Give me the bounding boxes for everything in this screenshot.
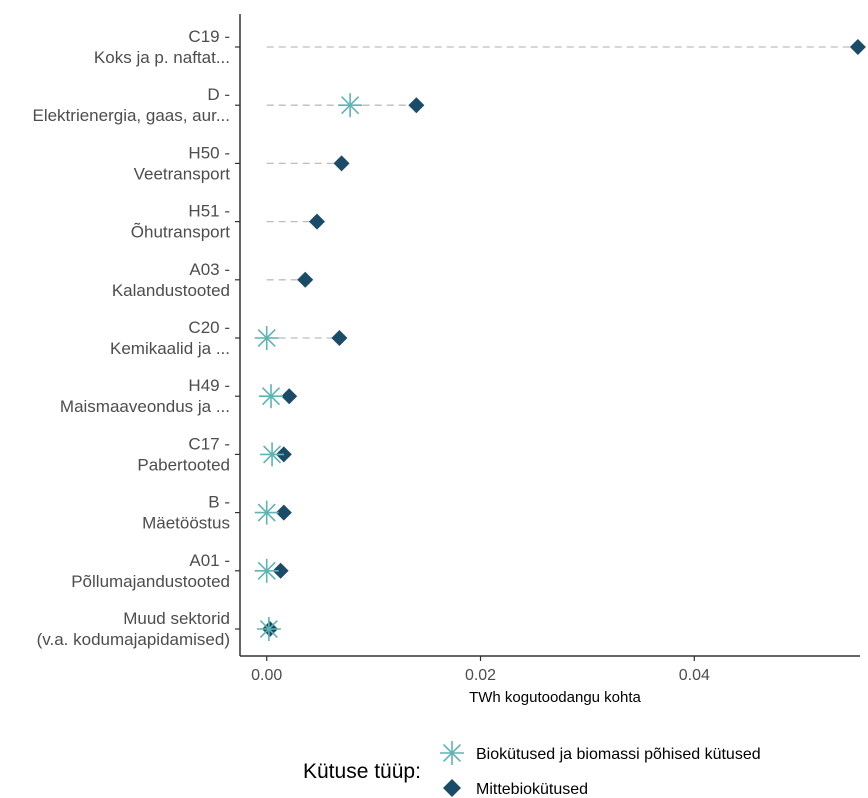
legend-asterisk-marker bbox=[440, 741, 464, 765]
x-tick-label: 0.04 bbox=[679, 667, 710, 684]
y-tick-label-name: Koks ja p. naftat... bbox=[94, 48, 230, 67]
y-tick-label-name: Õhutransport bbox=[131, 223, 230, 242]
asterisk-point bbox=[254, 558, 279, 583]
y-tick-label-name: Pabertooted bbox=[137, 455, 230, 474]
y-tick-label-name: Põllumajandustooted bbox=[71, 572, 230, 591]
diamond-point bbox=[297, 271, 314, 288]
x-tick-label: 0.00 bbox=[251, 667, 282, 684]
x-axis-label: TWh kogutoodangu kohta bbox=[469, 689, 641, 706]
y-tick-label-name: Mäetööstus bbox=[142, 514, 230, 533]
diamond-point bbox=[308, 213, 325, 230]
diamond-point bbox=[331, 330, 348, 346]
plot-area bbox=[254, 39, 866, 641]
asterisk-point bbox=[338, 93, 363, 118]
asterisk-point bbox=[254, 326, 279, 350]
y-tick-label-code: C20 - bbox=[188, 318, 230, 337]
y-tick-label-code: D - bbox=[207, 85, 230, 104]
asterisk-point bbox=[254, 500, 279, 525]
asterisk-point bbox=[256, 617, 281, 641]
y-axis: C19 - Koks ja p. naftat... D - Elektrienerg… bbox=[32, 14, 241, 656]
diamond-point bbox=[275, 504, 292, 521]
y-tick-label-name: Maismaaveondus ja ... bbox=[60, 397, 230, 416]
diamond-point bbox=[408, 97, 425, 114]
y-tick-label-code: H51 - bbox=[188, 202, 230, 221]
legend-title: Kütuse tüüp: bbox=[303, 760, 421, 783]
diamond-point bbox=[849, 39, 866, 55]
diamond-point bbox=[281, 388, 298, 405]
y-tick-label-code: A01 - bbox=[189, 551, 230, 570]
y-tick-label-code: C17 - bbox=[188, 434, 230, 453]
x-tick-label: 0.02 bbox=[465, 667, 496, 684]
asterisk-point bbox=[260, 442, 285, 467]
legend-entry: Biokütused ja biomassi põhised kütused bbox=[476, 746, 761, 763]
legend-entry: Mittebiokütused bbox=[476, 781, 588, 798]
y-tick-label-code: H50 - bbox=[188, 143, 230, 162]
y-tick-label-name: Veetransport bbox=[134, 164, 231, 183]
y-tick-label-name: (v.a. kodumajapidamised) bbox=[37, 630, 230, 649]
y-tick-label-code: C19 - bbox=[188, 27, 230, 46]
legend-diamond-marker bbox=[443, 779, 461, 797]
diamond-point bbox=[272, 562, 289, 579]
x-axis: 0.00 0.02 0.04 bbox=[240, 655, 860, 684]
asterisk-point bbox=[259, 384, 283, 409]
legend: Kütuse tüüp: Biokütused ja biomassi põhi… bbox=[303, 741, 761, 798]
y-tick-label-name: Kemikaalid ja ... bbox=[110, 339, 230, 358]
y-tick-label-code: Muud sektorid bbox=[123, 609, 230, 628]
y-tick-label-code: H49 - bbox=[188, 376, 230, 395]
y-tick-label-code: A03 - bbox=[189, 260, 230, 279]
y-tick-label-name: Elektrienergia, gaas, aur... bbox=[32, 106, 230, 125]
diamond-point bbox=[333, 155, 350, 172]
y-tick-label-code: B - bbox=[208, 493, 230, 512]
y-tick-label-name: Kalandustooted bbox=[112, 281, 230, 300]
